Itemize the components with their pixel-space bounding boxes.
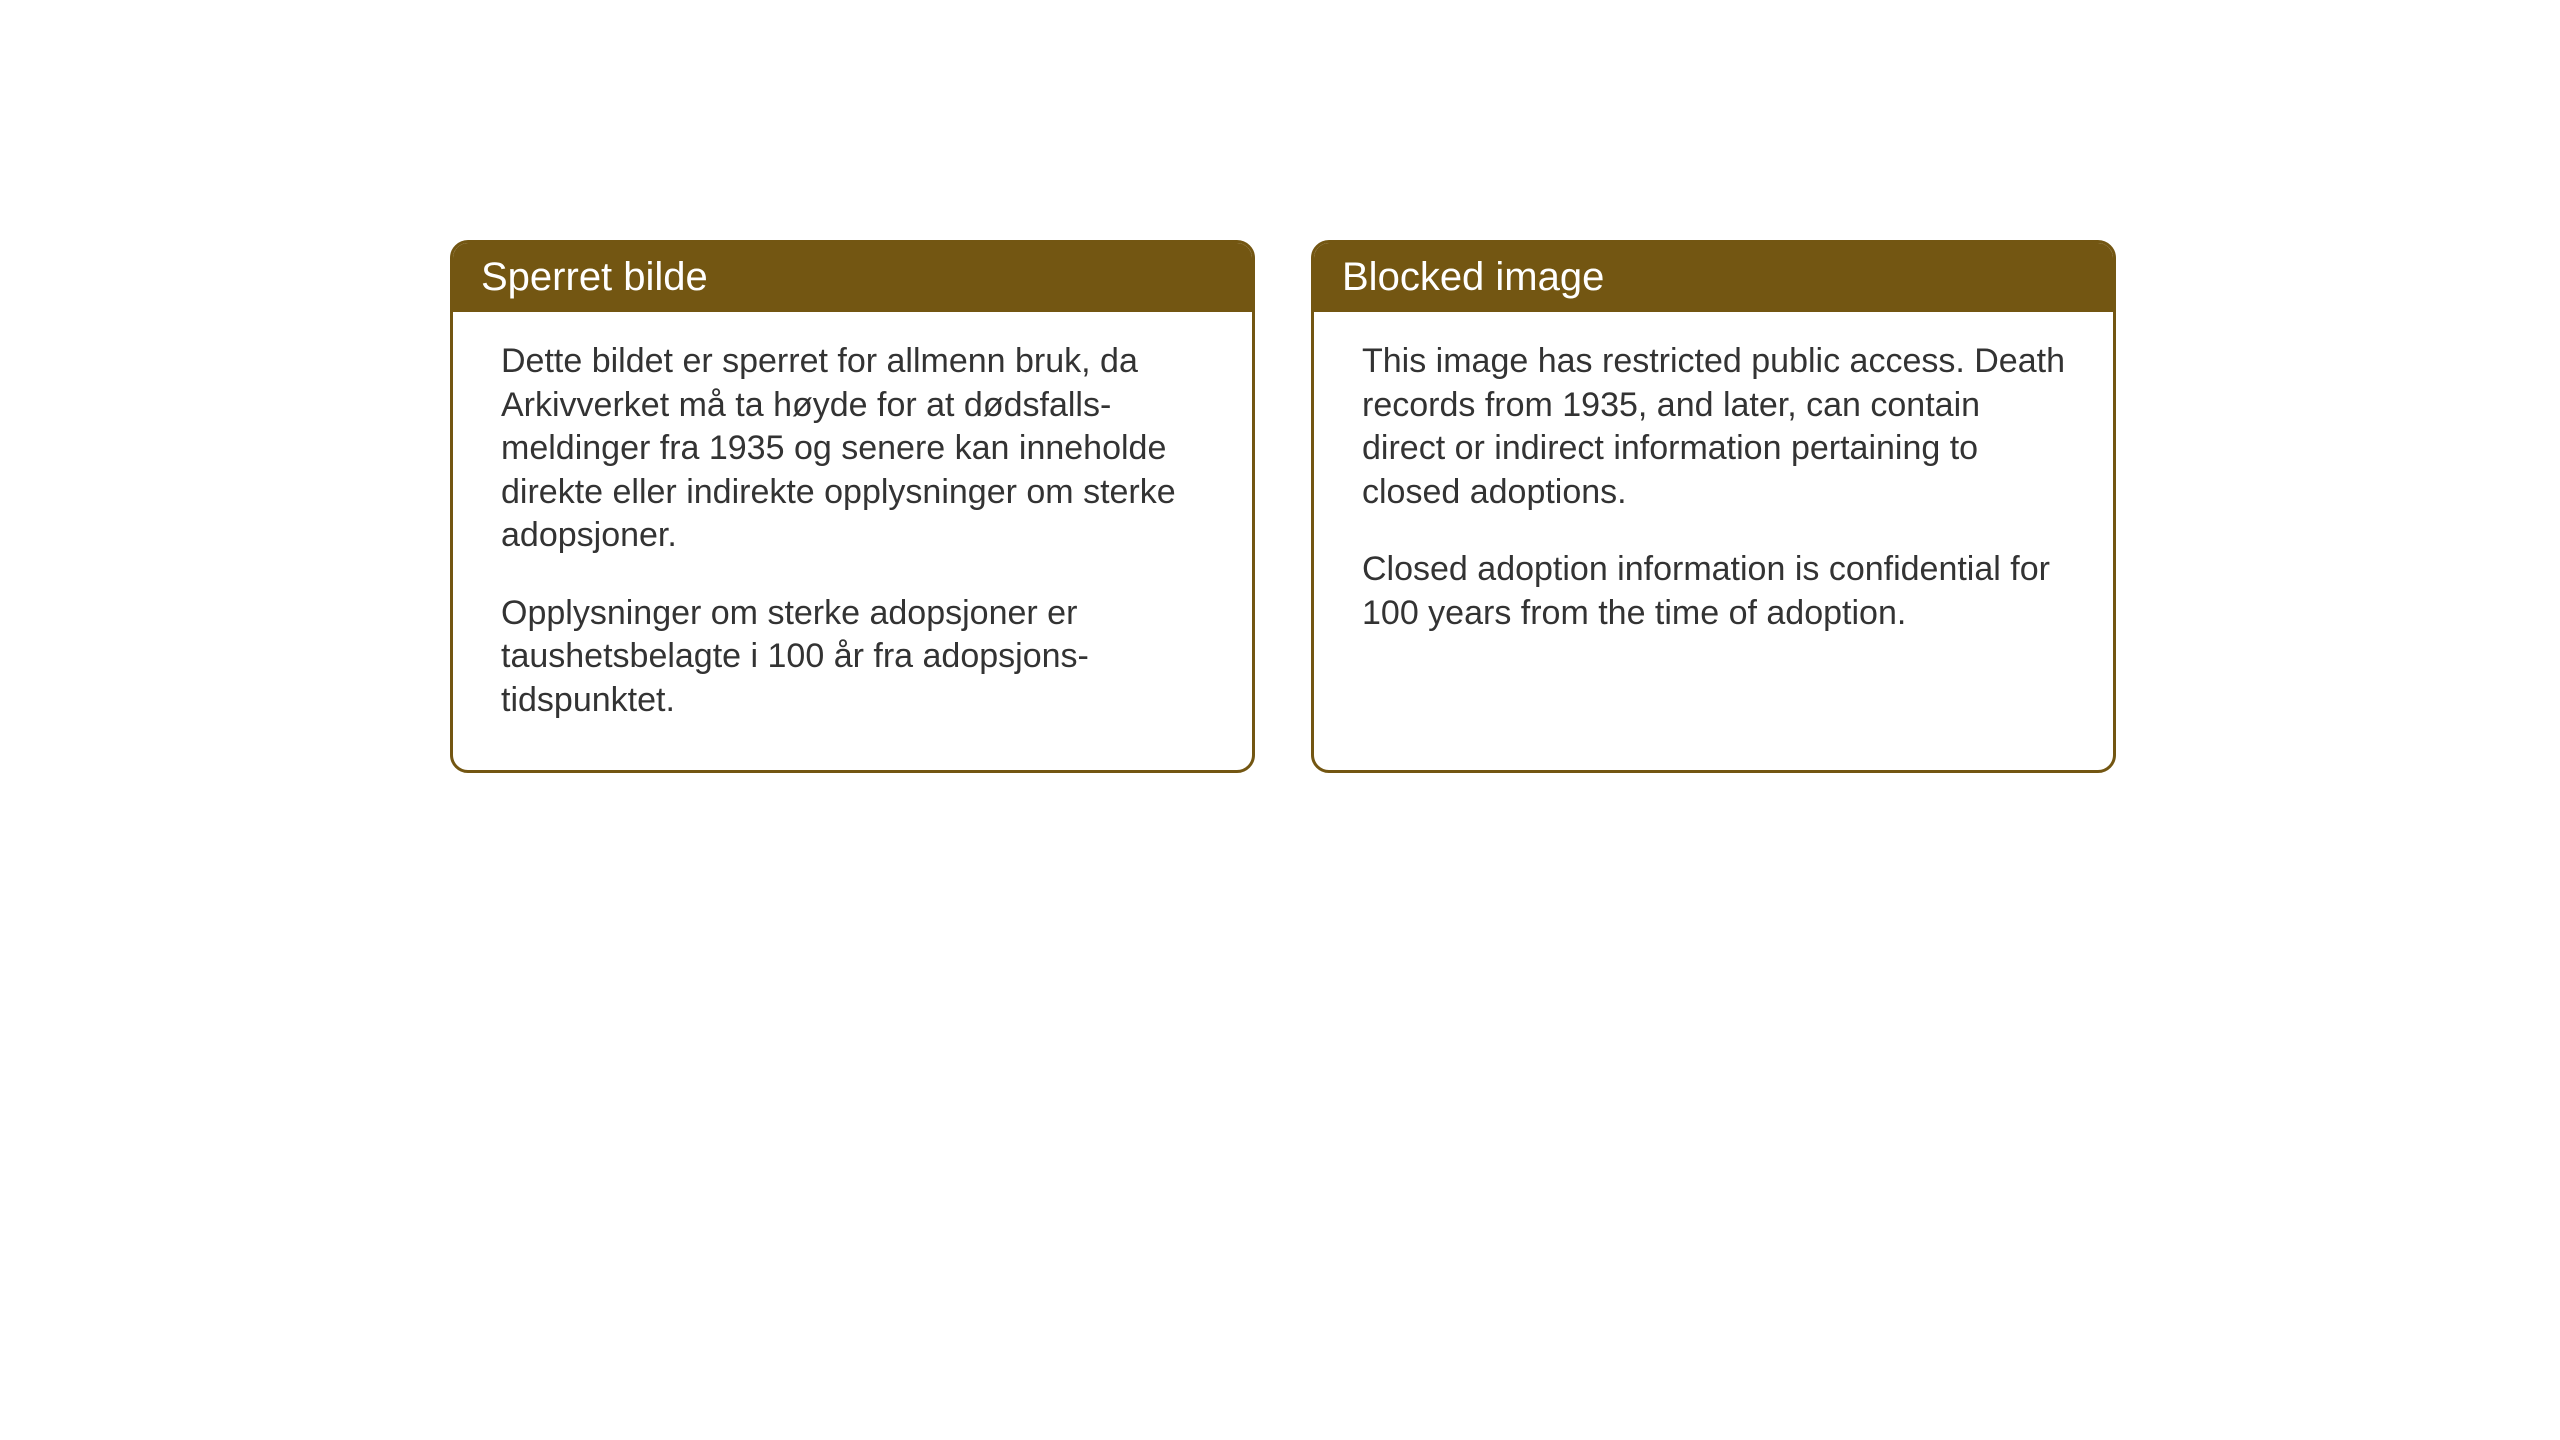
card-header-norwegian: Sperret bilde bbox=[453, 243, 1252, 312]
card-body-english: This image has restricted public access.… bbox=[1314, 312, 2113, 683]
notice-cards-container: Sperret bilde Dette bildet er sperret fo… bbox=[450, 240, 2116, 773]
paragraph-text: Dette bildet er sperret for allmenn bruk… bbox=[501, 340, 1204, 558]
paragraph-text: Closed adoption information is confident… bbox=[1362, 548, 2065, 635]
card-header-english: Blocked image bbox=[1314, 243, 2113, 312]
paragraph-text: Opplysninger om sterke adopsjoner er tau… bbox=[501, 592, 1204, 723]
paragraph-text: This image has restricted public access.… bbox=[1362, 340, 2065, 514]
card-body-norwegian: Dette bildet er sperret for allmenn bruk… bbox=[453, 312, 1252, 770]
notice-card-norwegian: Sperret bilde Dette bildet er sperret fo… bbox=[450, 240, 1255, 773]
notice-card-english: Blocked image This image has restricted … bbox=[1311, 240, 2116, 773]
